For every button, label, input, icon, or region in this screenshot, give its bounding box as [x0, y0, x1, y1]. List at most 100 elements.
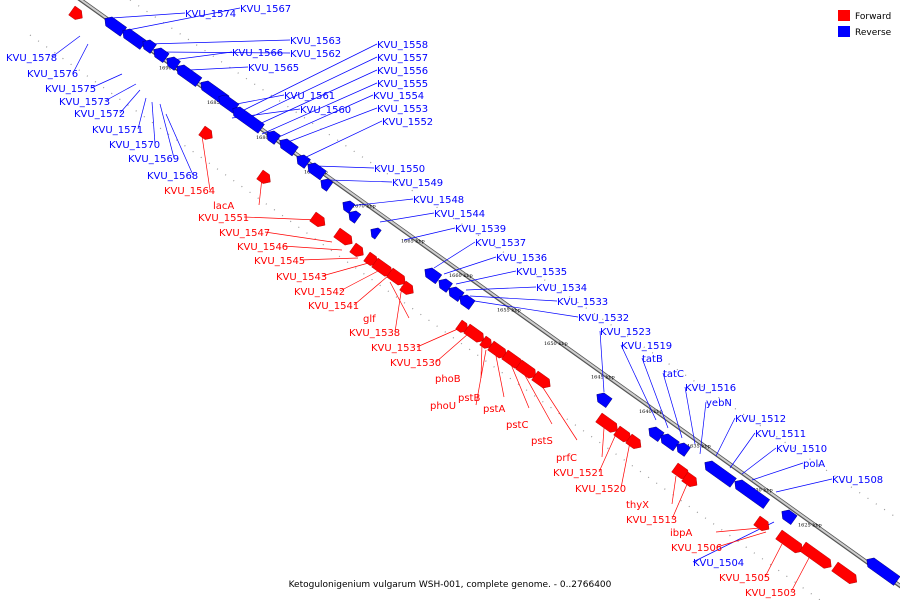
gene-label-kvu-1539: KVU_1539	[455, 224, 506, 235]
leader-line	[433, 241, 476, 269]
leader-line	[671, 481, 689, 520]
leader-line	[315, 165, 375, 169]
gene-label-pstc: pstC	[506, 420, 528, 431]
leader-line	[641, 357, 669, 429]
leader-line	[671, 475, 677, 505]
reverse-gene-arrow	[296, 154, 311, 169]
reverse-gene-arrow	[232, 106, 265, 134]
forward-gene-arrow	[831, 561, 857, 584]
forward-gene-arrow	[775, 529, 803, 554]
leader-line	[475, 349, 487, 406]
gene-label-kvu-1547: KVU_1547	[219, 228, 270, 239]
reverse-gene-arrow	[342, 200, 356, 214]
leader-line	[394, 285, 403, 333]
forward-gene-arrow	[799, 541, 832, 569]
gene-label-kvu-1503: KVU_1503	[745, 588, 796, 599]
gene-label-kvu-1578: KVU_1578	[6, 53, 57, 64]
reverse-gene-arrow	[704, 460, 737, 488]
leader-line	[469, 295, 558, 302]
gene-label-kvu-1520: KVU_1520	[575, 484, 626, 495]
figure-caption: Ketogulonigenium vulgarum WSH-001, compl…	[289, 580, 612, 590]
forward-gene-arrow	[463, 323, 485, 343]
leader-line	[287, 107, 378, 143]
gene-label-kvu-1544: KVU_1544	[434, 209, 485, 220]
reverse-gene-arrow	[279, 138, 299, 157]
leader-line	[151, 101, 156, 145]
reverse-gene-arrow	[153, 47, 170, 63]
reverse-gene-arrow	[459, 294, 476, 310]
leader-line	[467, 299, 579, 318]
gene-label-kvu-1542: KVU_1542	[294, 287, 345, 298]
tick-label-1660-kbp: 1660 kbp	[449, 273, 473, 279]
reverse-gene-arrow	[438, 278, 453, 293]
leader-line	[339, 269, 381, 292]
leader-line	[159, 51, 291, 54]
gene-label-kvu-1572: KVU_1572	[74, 109, 125, 120]
gene-label-kvu-1545: KVU_1545	[254, 256, 305, 267]
gene-label-kvu-1532: KVU_1532	[578, 313, 629, 324]
gene-label-kvu-1533: KVU_1533	[557, 297, 608, 308]
gene-label-kvu-1570: KVU_1570	[109, 140, 160, 151]
leader-line	[159, 103, 175, 159]
leader-line	[379, 212, 435, 223]
legend-label-forward: Forward	[855, 12, 891, 22]
gene-label-ibpa: ibpA	[670, 528, 692, 539]
gene-label-kvu-1568: KVU_1568	[147, 171, 198, 182]
gene-label-kvu-1534: KVU_1534	[536, 283, 587, 294]
gene-label-kvu-1566: KVU_1566	[232, 48, 283, 59]
reverse-gene-arrow	[142, 39, 157, 54]
tick-label-1625-kbp: 1625 kbp	[798, 523, 822, 529]
leader-line	[775, 478, 833, 493]
leader-line	[254, 69, 378, 127]
gene-label-kvu-1530: KVU_1530	[390, 358, 441, 369]
leader-line	[521, 369, 553, 425]
leader-line	[261, 82, 378, 135]
gene-label-yebn: yebN	[706, 398, 732, 409]
leader-line	[189, 66, 249, 71]
tick-label-1650-kbp: 1650 kbp	[544, 341, 568, 347]
forward-gene-arrow	[479, 335, 492, 349]
leader-line	[684, 386, 696, 445]
leader-line	[455, 270, 517, 285]
tick-label-1635-kbp: 1635 kbp	[687, 443, 711, 449]
leader-line	[147, 39, 291, 45]
reverse-gene-arrow	[104, 16, 127, 37]
gene-label-kvu-1549: KVU_1549	[392, 178, 443, 189]
leader-line	[751, 462, 804, 481]
forward-gene-arrow	[256, 169, 271, 184]
reverse-gene-arrow	[176, 64, 203, 87]
forward-gene-arrow	[515, 359, 537, 379]
gene-label-tatb: tatB	[642, 354, 663, 365]
leader-line	[201, 135, 211, 191]
gene-label-kvu-1551: KVU_1551	[198, 213, 249, 224]
forward-gene-arrow	[681, 471, 698, 487]
leader-line	[239, 43, 378, 113]
leader-line	[299, 120, 383, 161]
reverse-gene-arrow	[370, 227, 382, 240]
leader-line	[790, 555, 811, 593]
gene-label-kvu-1508: KVU_1508	[832, 475, 883, 486]
leader-line	[243, 216, 319, 221]
tick-label-1670-kbp: 1670 kbp	[352, 204, 376, 210]
leader-line	[321, 261, 373, 277]
leader-line	[599, 330, 605, 393]
leader-line	[435, 333, 469, 363]
gene-label-tatc: tatC	[663, 369, 684, 380]
gene-label-kvu-1538: KVU_1538	[349, 328, 400, 339]
gene-label-psts: pstS	[531, 436, 553, 447]
leader-line	[620, 344, 657, 421]
reverse-gene-arrow	[166, 56, 181, 71]
tick-label-1655-kbp: 1655 kbp	[497, 307, 521, 313]
gene-label-kvu-1574: KVU_1574	[185, 9, 236, 20]
leader-line	[620, 441, 631, 489]
reverse-gene-arrow	[122, 28, 147, 50]
tick-label-1640-kbp: 1640 kbp	[639, 409, 663, 415]
leader-line	[389, 281, 410, 319]
forward-gene-arrow	[386, 267, 406, 286]
reverse-gene-arrow	[320, 178, 334, 192]
gene-label-kvu-1567: KVU_1567	[240, 4, 291, 15]
gene-label-kvu-1573: KVU_1573	[59, 97, 110, 108]
leader-line	[537, 379, 578, 441]
reverse-gene-arrow	[348, 210, 362, 224]
